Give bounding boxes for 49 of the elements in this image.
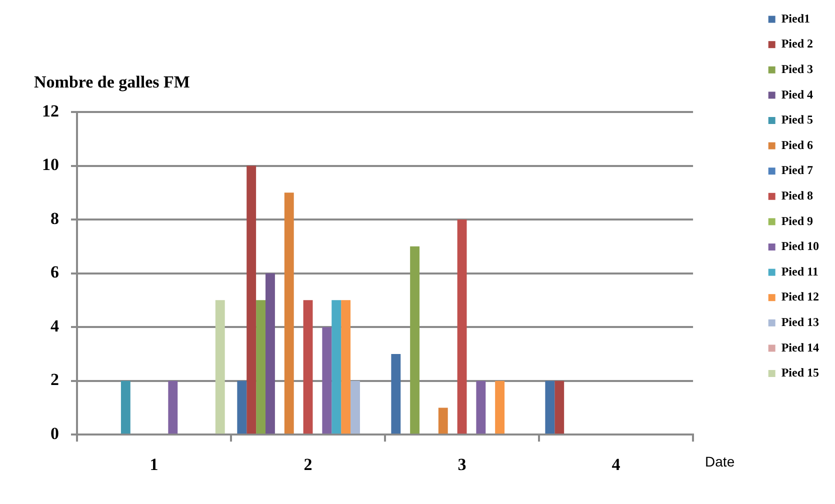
bar [246, 166, 256, 434]
bar [554, 380, 564, 434]
bar [256, 300, 266, 434]
legend-label: Pied1 [781, 11, 810, 26]
legend-label: Pied 8 [781, 188, 814, 202]
legend-label: Pied 14 [781, 340, 820, 354]
legend-label: Pied 15 [781, 366, 820, 380]
legend-label: Pied 9 [781, 214, 814, 228]
legend-label: Pied 2 [781, 36, 814, 51]
bar [438, 408, 448, 434]
y-tick-label: 10 [42, 155, 59, 174]
bar [332, 300, 342, 434]
legend-label: Pied 11 [781, 264, 818, 278]
legend-label: Pied 12 [781, 290, 820, 304]
x-axis-title: Date [705, 453, 735, 470]
legend-label: Pied 6 [781, 138, 814, 152]
legend-label: Pied 5 [781, 112, 814, 127]
bar [410, 246, 420, 434]
bar [457, 220, 467, 434]
y-tick-label: 0 [50, 424, 59, 443]
x-tick-label: 4 [612, 455, 621, 474]
legend-label: Pied 10 [781, 239, 820, 254]
x-tick-label: 1 [150, 455, 158, 474]
bar [545, 380, 555, 434]
x-tick-label: 2 [304, 455, 312, 474]
bar [215, 300, 225, 434]
y-tick-label: 8 [50, 208, 59, 228]
y-tick-label: 2 [50, 370, 59, 390]
bar [284, 192, 294, 434]
bar [391, 354, 401, 434]
bar [322, 327, 332, 434]
legend-label: Pied 4 [781, 87, 814, 102]
bar [120, 380, 130, 434]
legend-label: Pied 7 [781, 163, 814, 178]
bar [237, 380, 247, 434]
bar [266, 273, 275, 434]
bar [495, 380, 505, 434]
bar [168, 380, 178, 434]
y-axis-title: Nombre de galles FM [34, 72, 190, 92]
x-tick-label: 3 [458, 455, 466, 474]
legend-label: Pied 13 [781, 314, 820, 329]
bar [350, 380, 360, 434]
legend-label: Pied 3 [781, 62, 814, 76]
y-tick-label: 12 [42, 101, 59, 120]
y-tick-label: 6 [50, 262, 59, 282]
y-tick-label: 4 [50, 316, 60, 336]
bar [341, 300, 351, 434]
bar [303, 300, 313, 434]
bar [476, 380, 486, 434]
